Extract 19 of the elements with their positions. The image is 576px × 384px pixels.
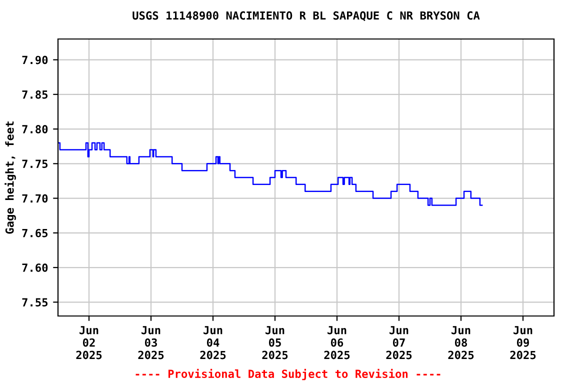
x-tick-label: Jun 08 2025 [448,326,474,360]
x-tick-label: Jun 03 2025 [138,326,164,360]
x-tick-label: Jun 06 2025 [324,326,350,360]
y-tick-label: 7.60 [22,264,48,272]
x-tick-label: Jun 02 2025 [76,326,102,360]
x-tick-label: Jun 07 2025 [386,326,412,360]
chart-title: USGS 11148900 NACIMIENTO R BL SAPAQUE C NR BRYSON CA [132,11,480,22]
x-tick-label: Jun 04 2025 [200,326,226,360]
y-tick-label: 7.85 [22,90,48,99]
text: ---- Provisional Data Subject to Revision ---- [136,368,440,380]
y-tick-label: 7.75 [22,160,48,168]
y-tick-label: 7.80 [22,125,48,134]
x-tick-label: Jun 05 2025 [262,326,288,360]
y-tick-label: 7.70 [22,194,48,203]
y-tick-label: 7.55 [22,298,48,307]
y-tick-label: 7.65 [22,228,48,238]
x-tick-label: Jun 09 2025 [510,326,536,360]
y-tick-label: 7.90 [22,56,48,64]
y-axis-title: Gage height, feet [4,122,16,234]
